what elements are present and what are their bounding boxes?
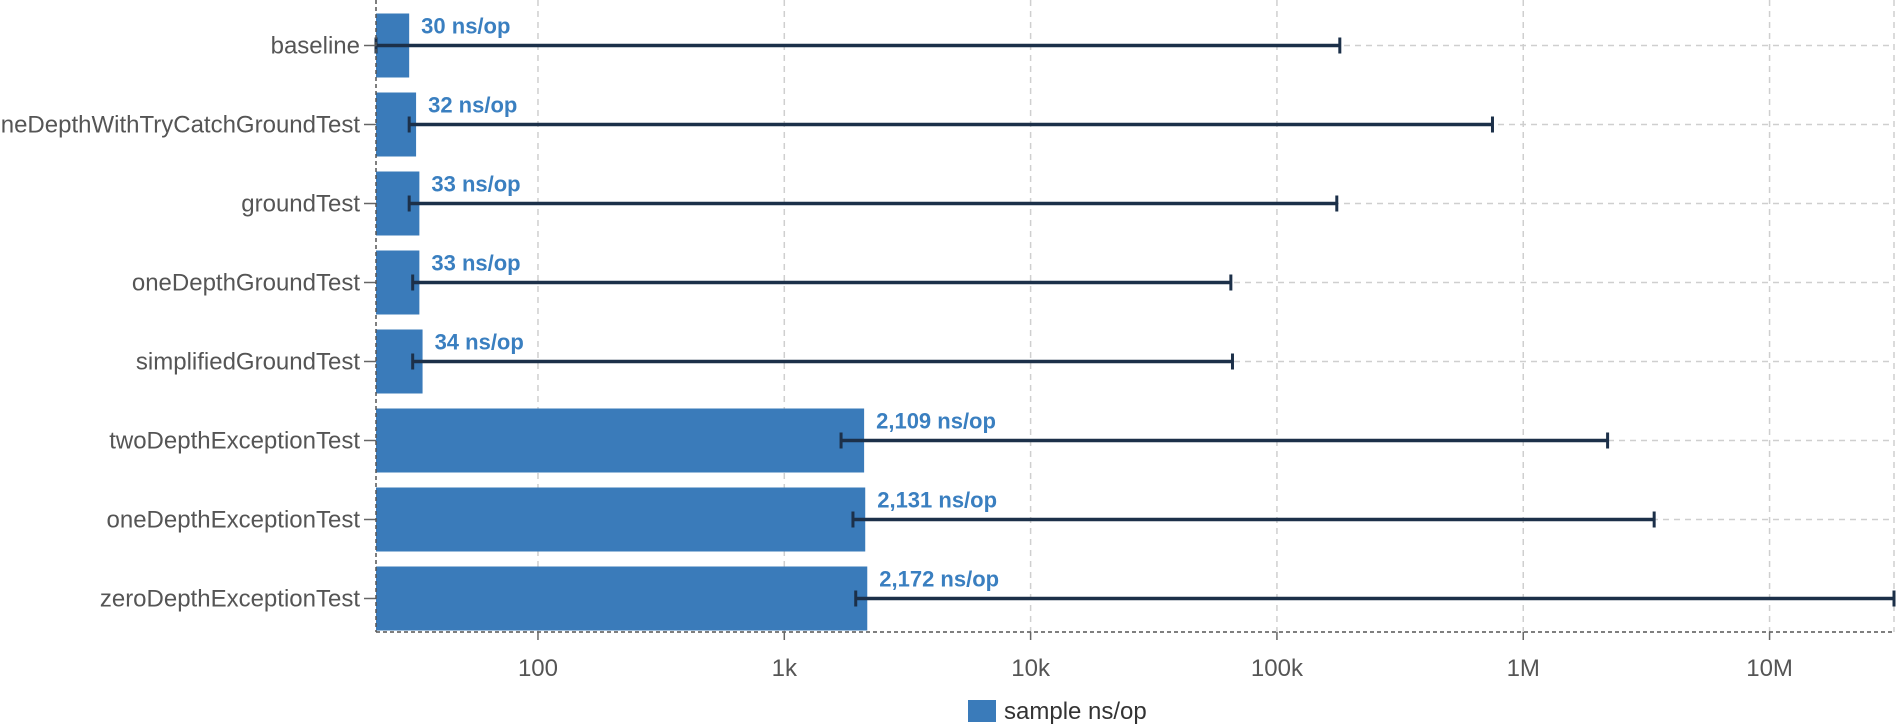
error-bars bbox=[374, 37, 1896, 607]
legend[interactable]: sample ns/op bbox=[968, 698, 1147, 724]
data-labels: 30 ns/op 32 ns/op 33 ns/op 33 ns/op 34 ns/op… bbox=[421, 14, 999, 592]
data-label: 2,172 ns/op bbox=[879, 567, 999, 592]
category-label: simplifiedGroundTest bbox=[136, 349, 360, 376]
x-axis: 100 1k 10k 100k 1M 10M bbox=[364, 0, 1894, 682]
category-label: twoDepthExceptionTest bbox=[109, 428, 360, 455]
bars bbox=[376, 13, 868, 631]
category-label: baseline bbox=[271, 33, 360, 60]
data-label: 2,109 ns/op bbox=[876, 409, 996, 434]
x-tick-label: 10M bbox=[1746, 655, 1793, 682]
data-label: 33 ns/op bbox=[431, 172, 520, 197]
x-tick-label: 10k bbox=[1011, 655, 1051, 682]
x-tick-label: 100 bbox=[518, 655, 558, 682]
x-tick-label: 1M bbox=[1507, 655, 1540, 682]
data-label: 33 ns/op bbox=[431, 251, 520, 276]
data-label: 34 ns/op bbox=[435, 330, 524, 355]
x-tick-label: 100k bbox=[1251, 655, 1304, 682]
category-label: zeroDepthExceptionTest bbox=[100, 586, 360, 613]
bar bbox=[376, 566, 868, 631]
legend-swatch bbox=[968, 700, 996, 722]
category-labels: baseline oneDepthWithTryCatchGroundTest gr… bbox=[0, 33, 360, 613]
category-label: oneDepthWithTryCatchGroundTest bbox=[0, 112, 360, 139]
bar bbox=[376, 487, 866, 552]
bar bbox=[376, 408, 865, 473]
data-label: 2,131 ns/op bbox=[877, 488, 997, 513]
category-label: oneDepthExceptionTest bbox=[107, 507, 361, 534]
x-tick-label: 1k bbox=[772, 655, 798, 682]
category-label: oneDepthGroundTest bbox=[132, 270, 360, 297]
category-label: groundTest bbox=[241, 191, 360, 218]
data-label: 32 ns/op bbox=[428, 93, 517, 118]
data-label: 30 ns/op bbox=[421, 14, 510, 39]
legend-label: sample ns/op bbox=[1004, 698, 1147, 724]
